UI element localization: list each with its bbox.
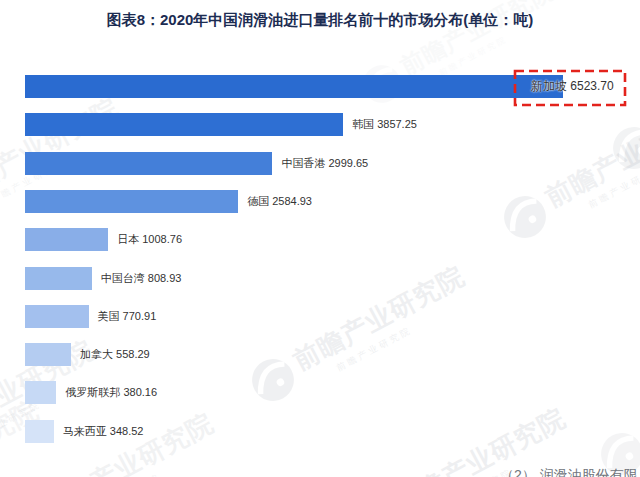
bar-加拿大	[25, 343, 71, 366]
bar-label-德国: 德国 2584.93	[247, 190, 312, 213]
watermark: 前瞻产业研究院前瞻产业研究院	[604, 27, 640, 182]
watermark-logo-icon	[243, 350, 303, 410]
bar-label-美国: 美国 770.91	[98, 305, 157, 328]
bottom-cropped-text: （2） 润滑油股份有限	[500, 467, 638, 477]
bar-label-日本: 日本 1008.76	[117, 228, 182, 251]
watermark: 前瞻产业研究院前瞻产业研究院	[592, 333, 640, 477]
bar-label-中国台湾: 中国台湾 808.93	[101, 267, 182, 290]
bar-美国	[25, 305, 89, 328]
bar-俄罗斯联邦	[25, 381, 56, 404]
bar-label-马来西亚: 马来西亚 348.52	[63, 420, 144, 443]
bar-中国台湾	[25, 267, 92, 290]
bar-日本	[25, 228, 108, 251]
watermark-text: 前瞻产业研究院	[539, 96, 640, 216]
chart-title: 图表8：2020年中国润滑油进口量排名前十的市场分布(单位：吨)	[0, 11, 640, 30]
watermark-subtext: 前瞻产业研究院	[83, 437, 226, 477]
bar-label-新加坡: 新加坡 6523.70	[531, 75, 614, 98]
bar-德国	[25, 190, 238, 213]
bar-label-韩国: 韩国 3857.25	[352, 113, 417, 136]
watermark-subtext: 前瞻产业研究院	[586, 127, 640, 211]
bar-中国香港	[25, 152, 272, 175]
bar-马来西亚	[25, 420, 54, 443]
bar-新加坡	[25, 75, 563, 98]
bar-label-俄罗斯联邦: 俄罗斯联邦 380.16	[65, 381, 157, 404]
watermark-logo-icon	[604, 118, 640, 178]
watermark: 前瞻产业研究院前瞻产业研究院	[344, 401, 578, 477]
watermark-subtext: 前瞻产业研究院	[334, 290, 477, 374]
watermark-text: 前瞻产业研究院	[287, 259, 470, 379]
watermark-logo-icon	[495, 187, 555, 247]
watermark-text: 前瞻产业研究院	[636, 333, 640, 453]
bar-label-中国香港: 中国香港 2999.65	[281, 152, 368, 175]
watermark: 前瞻产业研究院前瞻产业研究院	[495, 96, 640, 251]
lubricant-import-bar-chart: 图表8：2020年中国润滑油进口量排名前十的市场分布(单位：吨) 前瞻产业研究院…	[0, 0, 640, 477]
watermark: 前瞻产业研究院前瞻产业研究院	[243, 259, 477, 414]
bar-label-加拿大: 加拿大 558.29	[80, 343, 150, 366]
bar-韩国	[25, 113, 343, 136]
watermark-text: 前瞻产业研究院	[388, 401, 571, 477]
